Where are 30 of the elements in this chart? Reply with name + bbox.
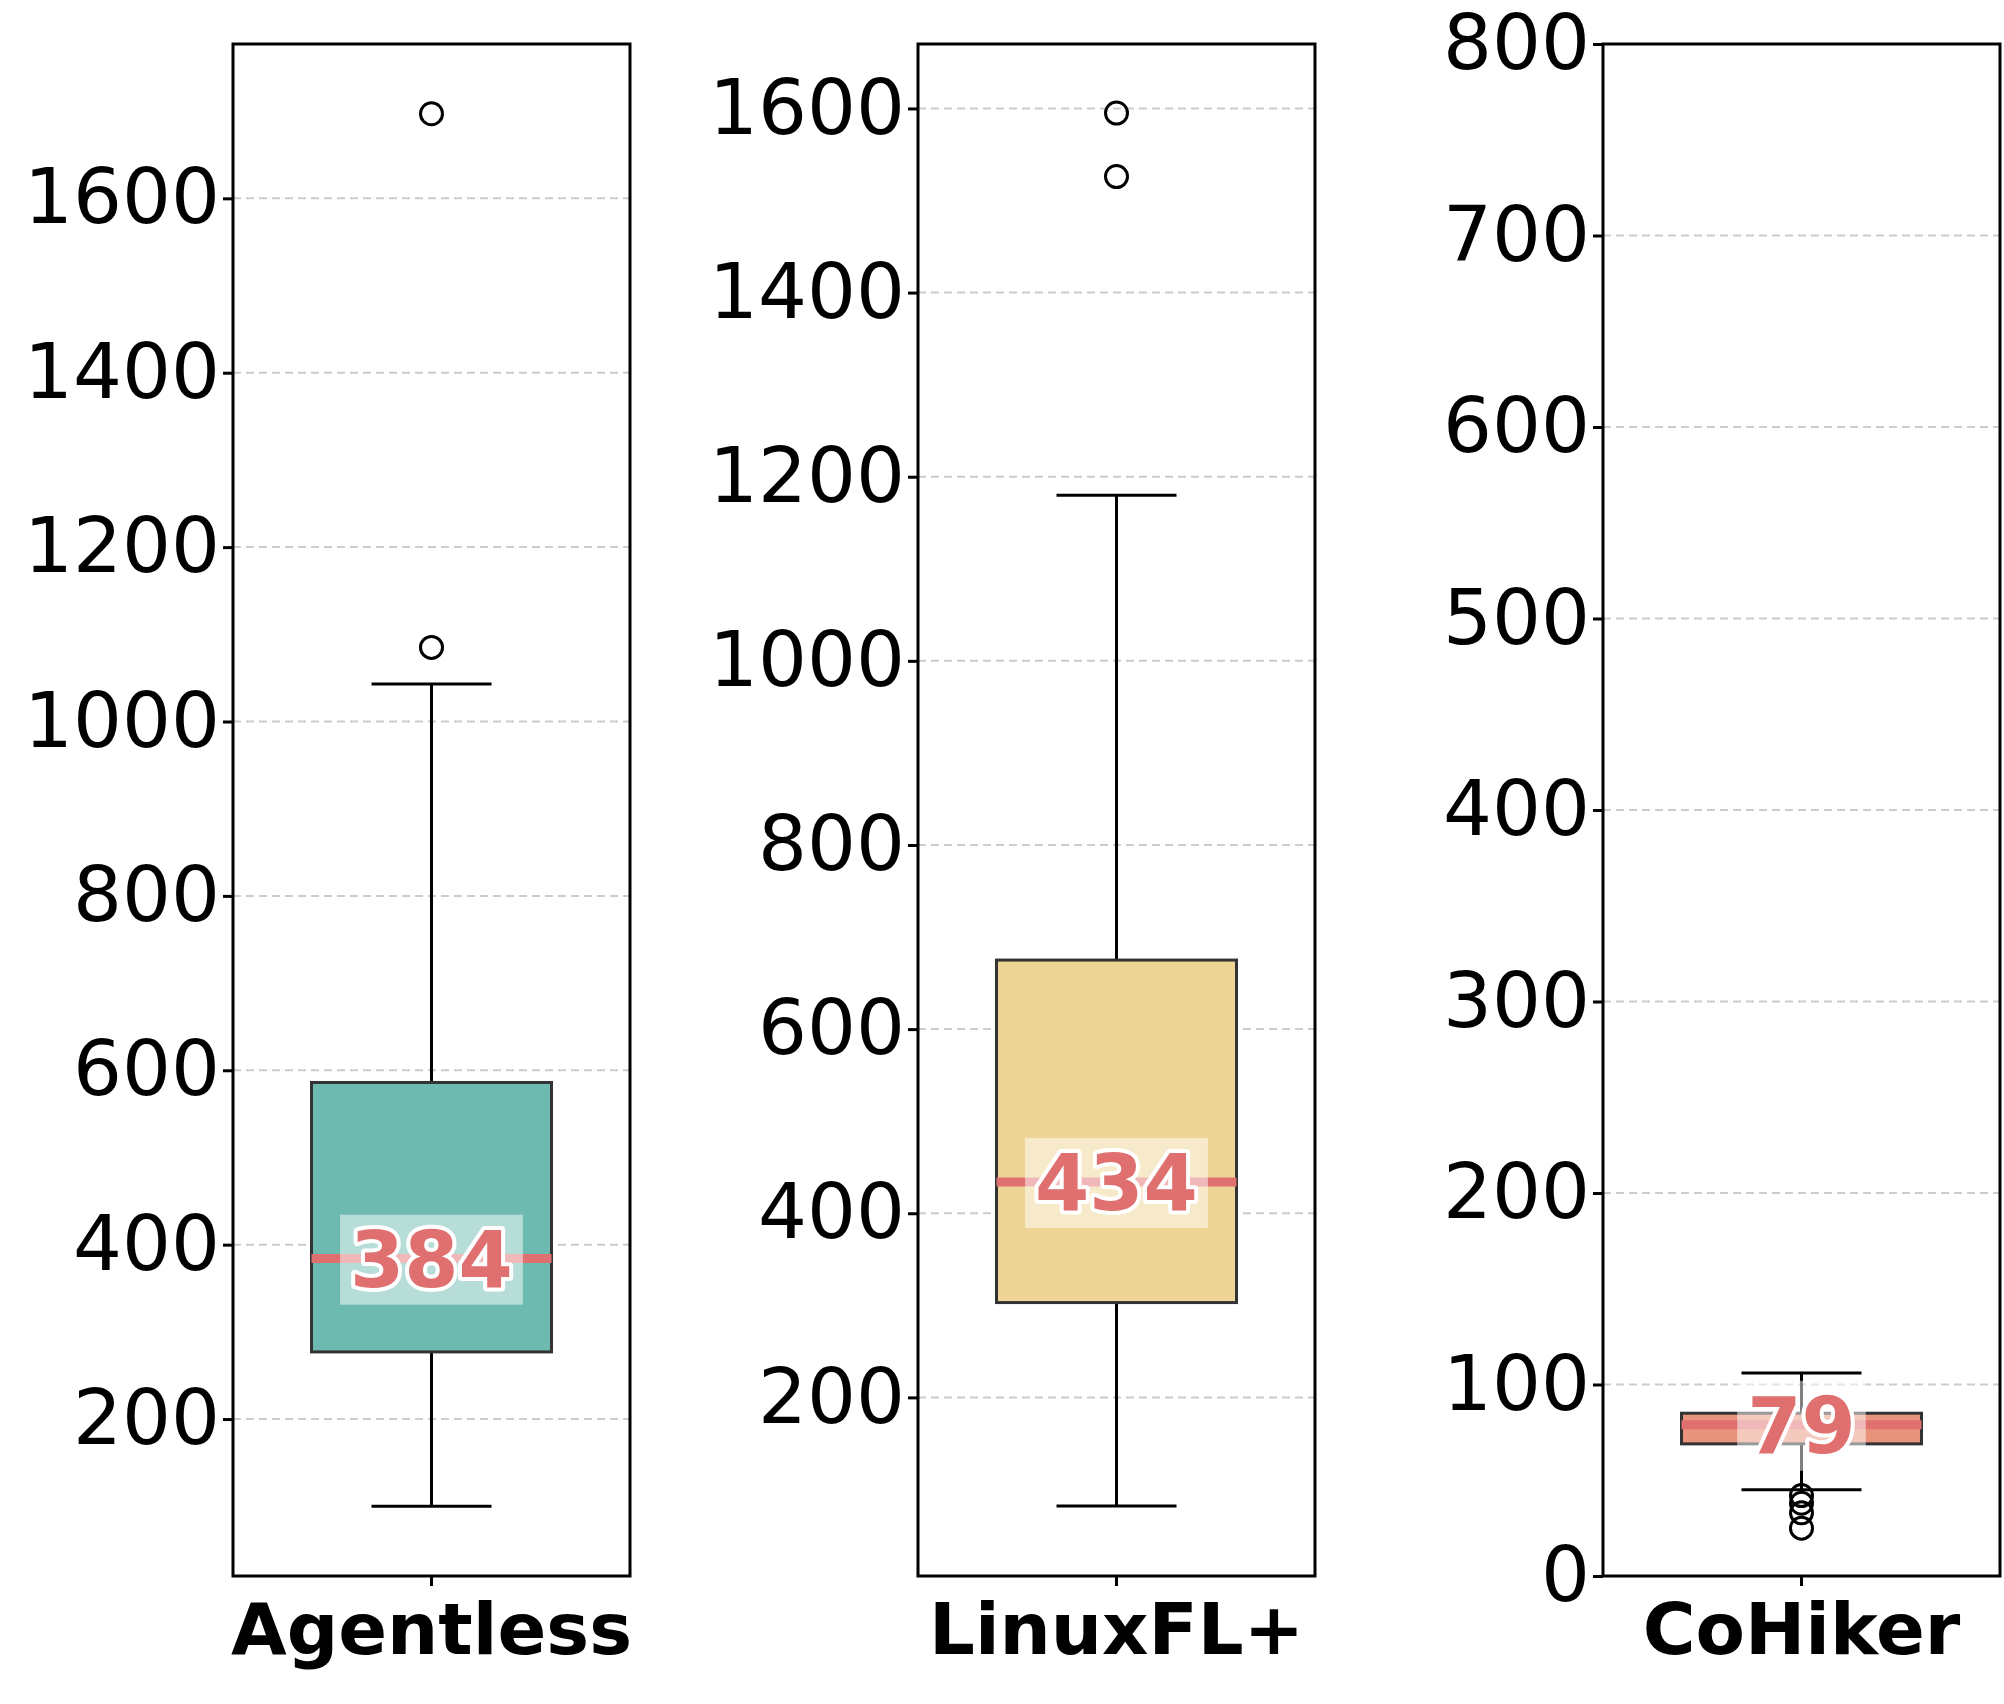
y-tick-label: 1600 [709,62,905,152]
annotation: 434 [1035,1138,1198,1229]
x-tick-label: Agentless [231,1586,632,1671]
y-tick-label: 200 [1443,1147,1590,1237]
y-tick-label: 100 [1443,1338,1590,1428]
y-tick-label: 800 [758,799,905,889]
y-tick-label: 1000 [24,675,220,765]
y-tick-label: 400 [73,1198,220,1288]
y-tick-label: 1600 [24,152,220,242]
y-tick-label: 800 [1443,0,1590,88]
x-tick-label: CoHiker [1642,1586,1961,1671]
y-tick-label: 600 [73,1024,220,1114]
y-tick-label: 200 [758,1351,905,1441]
y-tick-label: 1200 [709,430,905,520]
y-tick-label: 1400 [709,246,905,336]
y-tick-label: 500 [1443,572,1590,662]
y-tick-label: 700 [1443,189,1590,279]
y-tick-label: 400 [758,1167,905,1257]
y-tick-label: 300 [1443,955,1590,1045]
y-tick-label: 1400 [24,326,220,416]
y-tick-label: 1200 [24,501,220,591]
y-tick-label: 600 [758,983,905,1073]
annotation: 384 [350,1214,513,1305]
x-tick-label: LinuxFL+ [929,1586,1304,1671]
y-tick-label: 600 [1443,381,1590,471]
y-tick-label: 0 [1541,1530,1590,1620]
y-tick-label: 800 [73,850,220,940]
y-tick-label: 200 [73,1373,220,1463]
y-tick-label: 1000 [709,614,905,704]
y-tick-label: 400 [1443,764,1590,854]
